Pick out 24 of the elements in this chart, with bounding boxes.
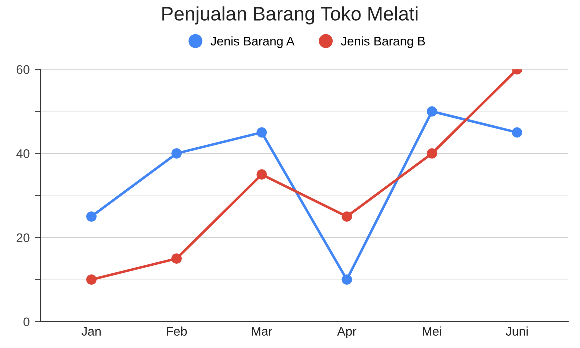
x-tick-label: Mar <box>252 327 272 336</box>
y-tick-label: 0 <box>24 318 30 327</box>
point <box>426 148 438 159</box>
y-tick-label: 40 <box>16 150 30 158</box>
y-tick-label: 60 <box>16 65 30 74</box>
legend-label: Jenis Barang B <box>341 36 426 48</box>
x-tick-label: Apr <box>337 327 357 338</box>
point <box>86 274 97 286</box>
point <box>86 212 97 222</box>
point <box>256 127 268 138</box>
point <box>342 212 352 222</box>
point <box>256 170 268 180</box>
legend-label: Jenis Barang A <box>210 36 295 48</box>
x-tick-label: Juni <box>506 326 528 336</box>
point <box>426 106 438 117</box>
point <box>342 274 352 286</box>
point <box>172 254 182 264</box>
chart-title: Penjualan Barang Toko Melati <box>162 6 418 25</box>
x-tick-label: Jan <box>82 327 101 336</box>
x-tick-label: Mei <box>423 326 442 336</box>
x-tick-label: Feb <box>167 326 188 336</box>
point <box>172 148 182 159</box>
point <box>512 127 523 138</box>
y-tick-label: 20 <box>16 234 30 242</box>
